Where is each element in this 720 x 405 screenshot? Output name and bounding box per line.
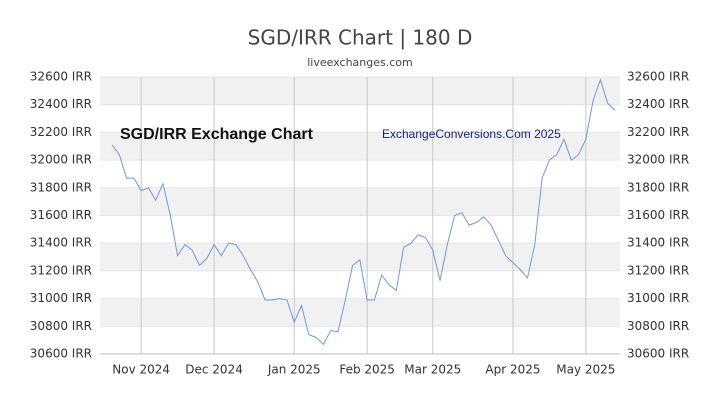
annotation: SGD/IRR Exchange Chart	[120, 126, 314, 143]
grid-band	[100, 243, 620, 271]
x-tick-label: Feb 2025	[339, 363, 395, 377]
series-line	[111, 78, 616, 346]
y-tick-label: 31400 IRR	[30, 236, 92, 250]
y-tick-label: 31200 IRR	[30, 263, 92, 277]
y2-tick-label: 32400 IRR	[627, 97, 689, 111]
y-tick-label: 31000 IRR	[30, 291, 92, 305]
grid-band	[100, 77, 620, 105]
chart-subtitle: liveexchanges.com	[307, 56, 412, 69]
annotation: ExchangeConversions.Com 2025	[382, 127, 561, 141]
y-tick-label: 31600 IRR	[30, 208, 92, 222]
y-tick-label: 30600 IRR	[30, 347, 92, 361]
grid-band	[100, 132, 620, 161]
y2-tick-label: 30800 IRR	[627, 319, 689, 333]
y-tick-label: 32600 IRR	[30, 70, 92, 84]
grid-band	[100, 298, 620, 327]
y-tick-label: 32000 IRR	[30, 153, 92, 167]
y2-tick-label: 30600 IRR	[627, 347, 689, 361]
grid-band	[100, 187, 620, 216]
y2-tick-label: 31200 IRR	[627, 263, 689, 277]
y2-tick-label: 32200 IRR	[627, 125, 689, 139]
x-tick-label: Apr 2025	[485, 363, 540, 377]
y2-tick-label: 31400 IRR	[627, 236, 689, 250]
y2-tick-label: 31600 IRR	[627, 208, 689, 222]
y-tick-label: 31800 IRR	[30, 180, 92, 194]
y2-tick-label: 31000 IRR	[627, 291, 689, 305]
x-tick-label: May 2025	[556, 363, 615, 377]
y-tick-label: 32200 IRR	[30, 125, 92, 139]
y-tick-label: 32400 IRR	[30, 97, 92, 111]
y-tick-label: 30800 IRR	[30, 319, 92, 333]
x-tick-label: Mar 2025	[404, 363, 461, 377]
plot-area: 30600 IRR 30800 IRR 31000 IRR 31200 IRR 3140…	[30, 70, 689, 377]
x-tick-label: Dec 2024	[185, 363, 243, 377]
y2-tick-label: 31800 IRR	[627, 180, 689, 194]
x-tick-label: Nov 2024	[112, 363, 170, 377]
y2-tick-label: 32000 IRR	[627, 153, 689, 167]
x-tick-label: Jan 2025	[267, 363, 321, 377]
chart-title: SGD/IRR Chart | 180 D	[248, 26, 473, 50]
y2-tick-label: 32600 IRR	[627, 70, 689, 84]
